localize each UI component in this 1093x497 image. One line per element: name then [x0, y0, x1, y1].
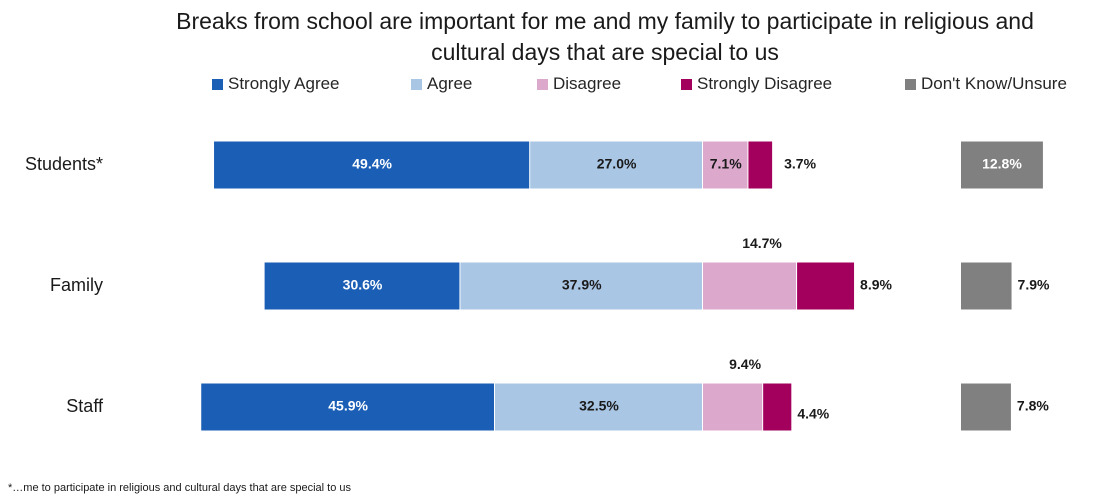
bar-strongly-agree	[214, 141, 530, 189]
legend-label: Disagree	[553, 74, 622, 93]
category-label: Students*	[25, 154, 103, 174]
legend-item-strongly-agree: Strongly Agree	[212, 74, 340, 94]
data-label-dont-know: 7.8%	[1017, 398, 1049, 414]
legend-label: Agree	[427, 74, 473, 93]
chart-title-line-2: cultural days that are special to us	[431, 39, 779, 65]
data-label-strongly-agree: 49.4%	[352, 156, 392, 172]
data-label-disagree: 7.1%	[710, 156, 742, 172]
chart-title: Breaks from school are important for me …	[130, 6, 1080, 68]
data-label-strongly-disagree: 3.7%	[784, 156, 816, 172]
data-label-agree: 32.5%	[579, 398, 619, 414]
bar-agree	[460, 262, 702, 310]
data-label-dont-know: 7.9%	[1018, 277, 1050, 293]
legend-label: Strongly Disagree	[697, 74, 833, 93]
legend-swatch	[681, 78, 692, 90]
category-label: Staff	[66, 396, 104, 416]
data-label-strongly-disagree: 8.9%	[860, 277, 892, 293]
legend-label: Don't Know/Unsure	[921, 74, 1067, 93]
legend-swatch	[411, 78, 422, 90]
bar-disagree	[703, 141, 748, 189]
data-label-disagree: 9.4%	[729, 356, 761, 372]
bar-dont-know	[961, 262, 1012, 310]
legend-item-agree: Agree	[411, 74, 472, 94]
legend-swatch	[212, 78, 223, 90]
legend-item-disagree: Disagree	[537, 74, 621, 94]
legend-item-strongly-disagree: Strongly Disagree	[681, 74, 832, 94]
legend-item-dont-know: Don't Know/Unsure	[905, 74, 1067, 94]
data-label-disagree: 14.7%	[742, 235, 782, 251]
bar-strongly-disagree	[748, 141, 773, 189]
bar-disagree	[703, 383, 763, 431]
data-label-agree: 27.0%	[597, 156, 637, 172]
data-label-agree: 37.9%	[562, 277, 602, 293]
bar-strongly-agree	[264, 262, 460, 310]
bar-strongly-disagree	[797, 262, 855, 310]
legend-label: Strongly Agree	[228, 74, 340, 93]
bar-dont-know	[961, 383, 1011, 431]
bar-strongly-disagree	[763, 383, 792, 431]
category-label: Family	[50, 275, 103, 295]
bar-strongly-agree	[201, 383, 495, 431]
bar-agree	[495, 383, 702, 431]
data-label-dont-know: 12.8%	[982, 156, 1022, 172]
legend-swatch	[905, 78, 916, 90]
bar-disagree	[703, 262, 797, 310]
data-label-strongly-agree: 30.6%	[343, 277, 383, 293]
footnote: *…me to participate in religious and cul…	[8, 482, 352, 494]
data-label-strongly-disagree: 4.4%	[797, 406, 829, 422]
legend-swatch	[537, 78, 548, 90]
data-label-strongly-agree: 45.9%	[328, 398, 368, 414]
bar-dont-know	[961, 141, 1043, 189]
chart-title-line-1: Breaks from school are important for me …	[176, 8, 1034, 34]
bar-agree	[530, 141, 702, 189]
